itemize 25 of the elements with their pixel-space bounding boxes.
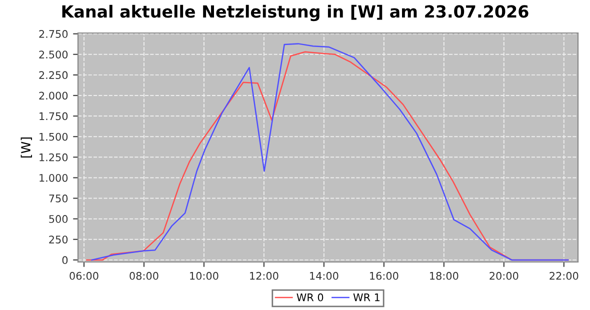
y-tick-label: 0 — [62, 256, 68, 264]
x-tick-label: 20:00 — [490, 272, 518, 280]
legend-label: WR 0 — [296, 293, 324, 302]
y-tick-label: 1.500 — [40, 132, 68, 141]
x-tick-label: 10:00 — [190, 272, 218, 280]
x-tick-label: 22:00 — [550, 272, 578, 280]
x-tick-label: 06:00 — [70, 272, 98, 280]
x-tick-label: 14:00 — [310, 272, 338, 280]
x-tick-label: 16:00 — [370, 272, 398, 280]
y-tick-label: 2.500 — [39, 50, 68, 58]
y-tick-label: 750 — [49, 194, 68, 202]
y-tick-label: 2.250 — [39, 71, 68, 80]
y-tick-label: 250 — [49, 236, 68, 244]
y-tick-label: 500 — [49, 215, 68, 223]
y-axis-title: [W] — [20, 138, 32, 158]
x-tick-label: 18:00 — [430, 272, 458, 280]
y-tick-label: 2.750 — [39, 30, 68, 38]
y-tick-label: 1.000 — [40, 174, 68, 182]
y-tick-label: 1.750 — [40, 112, 68, 120]
chart-title: Kanal aktuelle Netzleistung in [W] am 23.07.2026 — [62, 4, 528, 22]
y-tick-label: 2.000 — [39, 92, 68, 100]
x-tick-label: 12:00 — [250, 272, 278, 280]
legend-label: WR 1 — [353, 294, 380, 302]
y-tick-label: 1.250 — [40, 153, 68, 162]
x-tick-label: 08:00 — [130, 272, 158, 280]
